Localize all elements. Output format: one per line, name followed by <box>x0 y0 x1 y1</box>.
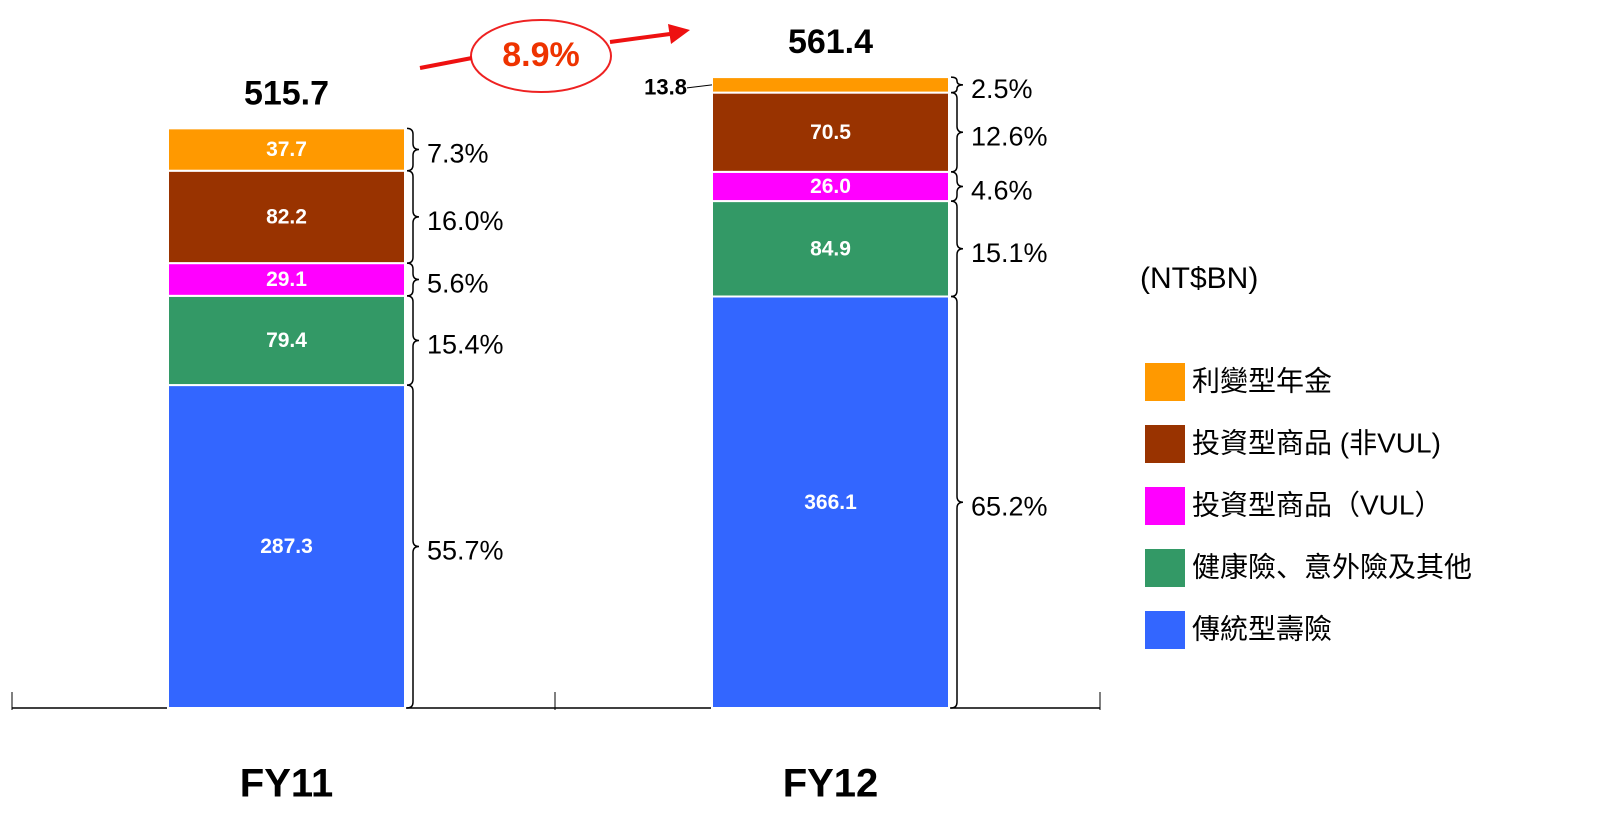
bar-segment <box>711 200 950 298</box>
bar-segment <box>167 127 406 172</box>
bar-segment <box>711 76 950 94</box>
legend-label: 投資型商品 (非VUL) <box>1192 427 1441 458</box>
share-label: 55.7% <box>427 536 504 566</box>
bar-segment <box>711 295 950 709</box>
brace <box>950 91 964 173</box>
brace <box>950 200 964 298</box>
x-tick-label: FY12 <box>783 762 879 806</box>
legend-label: 傳統型壽險 <box>1192 613 1332 644</box>
share-label: 16.0% <box>427 206 504 236</box>
bar-segment <box>711 91 950 173</box>
brace <box>406 262 420 297</box>
share-label: 15.1% <box>971 238 1048 268</box>
brace <box>950 171 964 202</box>
share-label: 65.2% <box>971 491 1048 521</box>
legend-swatch <box>1145 549 1185 587</box>
brace <box>406 295 420 386</box>
growth-arrow <box>419 56 473 70</box>
share-label: 5.6% <box>427 269 489 299</box>
legend-swatch <box>1145 363 1185 401</box>
brace <box>950 295 964 709</box>
legend-label: 投資型商品（VUL） <box>1192 489 1442 520</box>
legend-label: 健康險、意外險及其他 <box>1192 551 1472 582</box>
growth-arrow <box>609 32 671 44</box>
leader-line <box>686 84 713 89</box>
share-label: 12.6% <box>971 121 1048 151</box>
bar-segment <box>167 384 406 709</box>
share-label: 7.3% <box>427 139 489 169</box>
legend-swatch <box>1145 425 1185 463</box>
brace <box>406 127 420 172</box>
data-label: 37.7 <box>266 138 307 161</box>
bar-segment <box>167 169 406 265</box>
total-label: 561.4 <box>788 23 873 61</box>
total-label: 515.7 <box>244 74 329 112</box>
brace <box>406 169 420 264</box>
bar-segment <box>167 262 406 297</box>
growth-arrowhead <box>668 24 690 44</box>
legend-swatch <box>1145 487 1185 525</box>
data-label: 287.3 <box>260 535 313 558</box>
data-label: 84.9 <box>810 237 851 260</box>
x-tick-label: FY11 <box>240 762 333 806</box>
data-label: 29.1 <box>266 268 307 291</box>
data-label: 366.1 <box>804 491 857 514</box>
share-label: 15.4% <box>427 330 504 360</box>
brace <box>406 384 420 709</box>
growth-ellipse <box>470 19 612 93</box>
share-label: 4.6% <box>971 176 1033 206</box>
data-label: 79.4 <box>266 329 307 352</box>
share-label: 2.5% <box>971 74 1033 104</box>
data-label: 82.2 <box>266 205 307 228</box>
growth-label: 8.9% <box>502 36 580 74</box>
legend-swatch <box>1145 611 1185 649</box>
unit-label: (NT$BN) <box>1140 262 1258 295</box>
data-label: 13.8 <box>644 75 687 100</box>
data-label: 70.5 <box>810 121 851 144</box>
data-label: 26.0 <box>810 175 851 198</box>
bar-segment <box>711 170 950 203</box>
legend-label: 利變型年金 <box>1192 365 1332 396</box>
brace <box>950 76 964 94</box>
